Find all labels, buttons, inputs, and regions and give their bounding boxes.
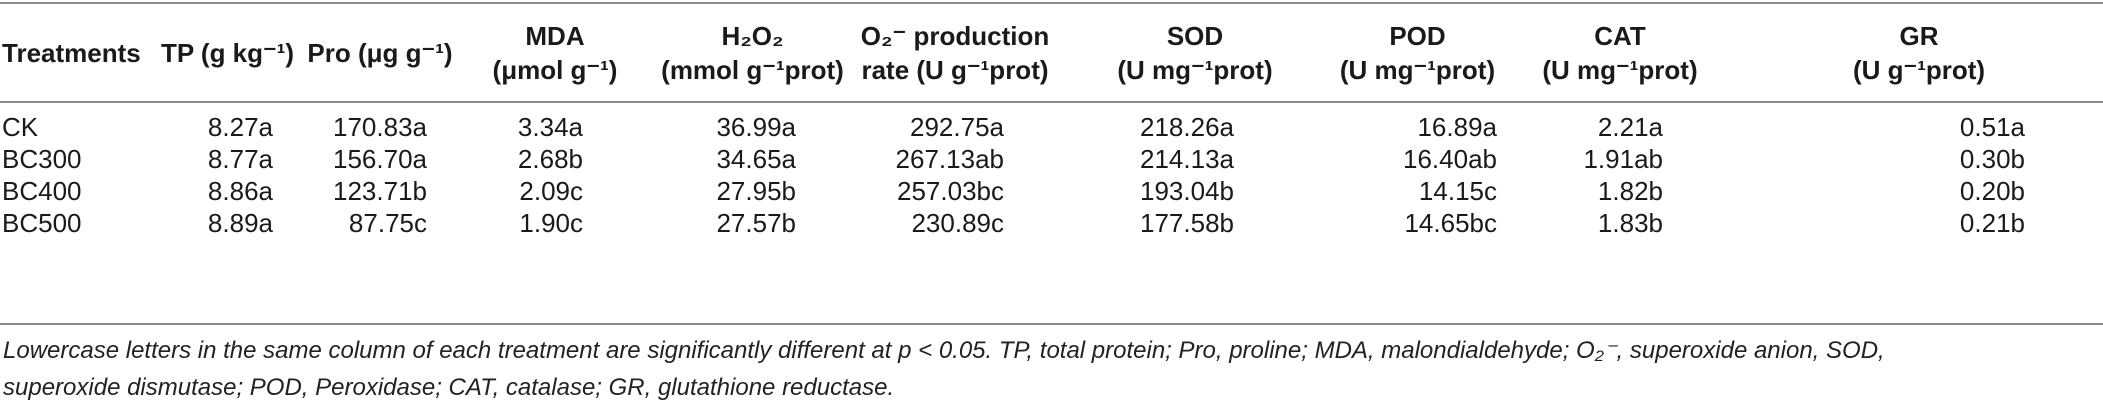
cell-o2-rate: 267.13ab [895, 144, 1004, 174]
cell-pro: 156.70a [333, 144, 427, 174]
cell-pod: 16.40ab [1403, 144, 1497, 174]
cell-sod: 193.04b [1140, 176, 1234, 206]
cell-o2-rate: 230.89c [911, 208, 1004, 238]
cell-o2-rate: 292.75a [910, 112, 1004, 142]
cell-tp: 8.27a [207, 112, 273, 142]
header-o2-rate: O₂⁻ production rate (U g⁻¹prot) [860, 20, 1050, 85]
top-rule [0, 2, 2103, 4]
cell-pro: 87.75c [348, 208, 427, 238]
cell-pod: 14.15c [1418, 176, 1497, 206]
cell-sod: 177.58b [1140, 208, 1234, 238]
table-row: BC400 8.86a 123.71b 2.09c 27.95b 257.03b… [0, 175, 2103, 207]
cell-mda: 2.09c [519, 176, 583, 206]
header-mda: MDA (μmol g⁻¹) [492, 20, 618, 85]
data-table: Treatments TP (g kg⁻¹) Pro (μg g⁻¹) MDA(… [0, 4, 2103, 239]
cell-pro: 123.71b [333, 176, 427, 206]
cell-sod: 214.13a [1140, 144, 1234, 174]
cell-treatment: BC500 [2, 208, 82, 238]
cell-cat: 2.21a [1597, 112, 1663, 142]
header-tp: TP (g kg⁻¹) [160, 37, 295, 68]
cell-gr: 0.51a [1959, 112, 2025, 142]
cell-sod: 218.26a [1140, 112, 1234, 142]
header-cat: CAT (U mg⁻¹prot) [1542, 20, 1698, 85]
cell-cat: 1.83b [1597, 208, 1663, 238]
cell-mda: 3.34a [517, 112, 583, 142]
cell-h2o2: 27.57b [716, 208, 796, 238]
header-h2o2: H₂O₂ (mmol g⁻¹prot) [661, 20, 844, 85]
cell-tp: 8.86a [207, 176, 273, 206]
header-pro: Pro (μg g⁻¹) [307, 37, 453, 68]
footnote-line-1: Lowercase letters in the same column of … [3, 337, 1885, 364]
cell-pro: 170.83a [333, 112, 427, 142]
cell-h2o2: 36.99a [716, 112, 796, 142]
header-rule [0, 101, 2103, 103]
header-gr: GR (U g⁻¹prot) [1852, 20, 1986, 85]
cell-gr: 0.21b [1959, 208, 2025, 238]
cell-gr: 0.30b [1959, 144, 2025, 174]
header-row: Treatments TP (g kg⁻¹) Pro (μg g⁻¹) MDA(… [0, 4, 2103, 101]
header-treatments: Treatments [2, 37, 141, 68]
table-row: BC500 8.89a 87.75c 1.90c 27.57b 230.89c … [0, 207, 2103, 239]
footnote-line-2: superoxide dismutase; POD, Peroxidase; C… [3, 374, 895, 401]
cell-h2o2: 34.65a [716, 144, 796, 174]
cell-o2-rate: 257.03bc [897, 176, 1004, 206]
cell-treatment: CK [2, 112, 39, 142]
cell-pod: 16.89a [1417, 112, 1497, 142]
cell-gr: 0.20b [1959, 176, 2025, 206]
cell-cat: 1.91ab [1583, 144, 1663, 174]
cell-treatment: BC400 [2, 176, 82, 206]
header-pod: POD (U mg⁻¹prot) [1339, 20, 1496, 85]
table-body: CK 8.27a 170.83a 3.34a 36.99a 292.75a 21… [0, 101, 2103, 239]
cell-pod: 14.65bc [1404, 208, 1497, 238]
table-row: CK 8.27a 170.83a 3.34a 36.99a 292.75a 21… [0, 101, 2103, 143]
cell-mda: 2.68b [517, 144, 583, 174]
header-sod: SOD (U mg⁻¹prot) [1117, 20, 1273, 85]
cell-h2o2: 27.95b [716, 176, 796, 206]
cell-tp: 8.89a [207, 208, 273, 238]
cell-treatment: BC300 [2, 144, 82, 174]
table-header: Treatments TP (g kg⁻¹) Pro (μg g⁻¹) MDA(… [0, 4, 2103, 101]
cell-cat: 1.82b [1597, 176, 1663, 206]
table-footnote: Lowercase letters in the same column of … [3, 332, 2093, 406]
cell-tp: 8.77a [207, 144, 273, 174]
cell-mda: 1.90c [519, 208, 583, 238]
table-row: BC300 8.77a 156.70a 2.68b 34.65a 267.13a… [0, 143, 2103, 175]
bottom-rule [0, 323, 2103, 325]
